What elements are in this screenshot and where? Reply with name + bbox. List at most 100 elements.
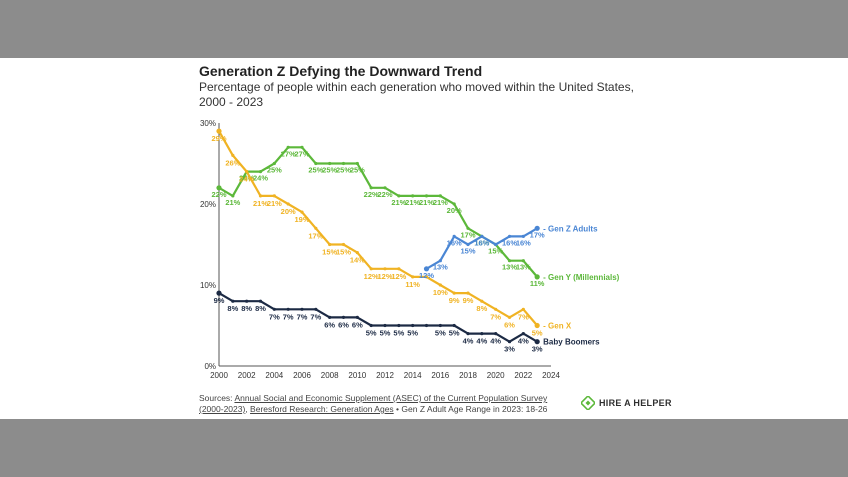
data-label-gen-z-adults: 16% — [447, 238, 462, 247]
data-point-gen-x — [424, 275, 429, 279]
y-tick-label: 20% — [200, 200, 216, 209]
data-point-gen-x — [245, 170, 249, 174]
x-tick-label: 2004 — [265, 371, 283, 380]
data-point-gen-x — [397, 267, 401, 271]
data-point-gen-z-adults — [452, 234, 456, 238]
data-label-baby-boomers: 9% — [214, 296, 225, 305]
data-point-baby-boomers — [521, 332, 525, 336]
data-label-gen-y-millennials: 25% — [322, 166, 337, 175]
data-point-baby-boomers — [494, 332, 498, 336]
series-line-baby-boomers — [217, 292, 539, 343]
data-point-gen-y-millennials — [452, 202, 456, 206]
data-label-gen-x: 21% — [253, 199, 268, 208]
data-point-gen-x — [272, 194, 276, 198]
data-point-gen-z-adults — [438, 259, 442, 263]
sources-separator: , — [245, 404, 251, 414]
data-label-baby-boomers: 6% — [352, 320, 363, 329]
chart-card — [0, 58, 848, 419]
data-point-gen-y-millennials — [424, 194, 429, 198]
data-point-gen-x — [258, 194, 263, 198]
data-label-baby-boomers: 5% — [407, 329, 418, 338]
data-label-gen-z-adults: 12% — [419, 271, 434, 280]
data-point-baby-boomers — [300, 307, 304, 311]
data-point-gen-y-millennials — [341, 161, 346, 166]
source-link-beresford[interactable]: Beresford Research: Generation Ages — [250, 404, 394, 414]
data-point-gen-x — [438, 283, 442, 287]
data-label-gen-x: 15% — [322, 248, 337, 257]
data-label-baby-boomers: 8% — [241, 304, 252, 313]
data-point-baby-boomers — [534, 339, 540, 345]
series-label-gen-y-millennials: - Gen Y (Millennials) — [543, 273, 620, 282]
data-label-gen-z-adults: 16% — [502, 238, 517, 247]
data-point-gen-y-millennials — [314, 161, 318, 166]
sources-age-note: • Gen Z Adult Age Range in 2023: 18-26 — [393, 404, 548, 414]
data-label-gen-x: 12% — [364, 272, 379, 281]
y-tick-label: 0% — [204, 362, 216, 371]
data-label-gen-x: 12% — [377, 272, 392, 281]
data-point-baby-boomers — [355, 315, 359, 319]
data-point-gen-z-adults — [534, 225, 540, 231]
data-point-baby-boomers — [231, 299, 235, 303]
data-point-gen-z-adults — [521, 234, 525, 238]
x-tick-label: 2008 — [321, 371, 339, 380]
data-point-gen-x — [286, 202, 290, 206]
data-label-baby-boomers: 7% — [283, 312, 294, 321]
series-label-gen-z-adults: - Gen Z Adults — [543, 224, 598, 233]
data-point-gen-y-millennials — [411, 194, 415, 198]
data-label-baby-boomers: 5% — [435, 329, 446, 338]
sources-prefix: Sources: — [199, 393, 235, 403]
x-tick-label: 2002 — [238, 371, 256, 380]
data-label-gen-x: 12% — [391, 272, 406, 281]
data-label-gen-y-millennials: 25% — [308, 166, 323, 175]
data-point-gen-y-millennials — [328, 161, 332, 166]
data-label-gen-y-millennials: 24% — [253, 174, 268, 183]
data-point-baby-boomers — [507, 340, 512, 344]
data-point-baby-boomers — [245, 299, 249, 303]
data-point-gen-y-millennials — [258, 170, 263, 174]
data-label-gen-z-adults: 17% — [530, 230, 545, 239]
data-label-gen-x: 26% — [225, 158, 240, 167]
data-label-baby-boomers: 6% — [324, 320, 335, 329]
data-point-baby-boomers — [438, 323, 442, 328]
data-label-baby-boomers: 3% — [532, 345, 543, 354]
series-label-baby-boomers: Baby Boomers — [543, 338, 600, 347]
x-tick-label: 2020 — [487, 371, 505, 380]
hire-a-helper-logo-icon — [581, 396, 595, 410]
data-label-gen-y-millennials: 21% — [391, 198, 406, 207]
data-label-baby-boomers: 6% — [338, 320, 349, 329]
x-tick-label: 2000 — [210, 371, 228, 380]
data-label-baby-boomers: 4% — [490, 337, 501, 346]
data-point-gen-x — [216, 128, 222, 134]
data-label-gen-y-millennials: 21% — [405, 198, 420, 207]
data-point-gen-x — [341, 242, 346, 247]
source-link-asec[interactable]: Annual Social and Economic Supplement (A… — [199, 393, 548, 414]
data-point-gen-z-adults — [480, 234, 484, 238]
brand-name: HIRE A HELPER — [599, 398, 672, 408]
series-line-gen-x — [217, 130, 539, 327]
data-label-gen-x: 9% — [449, 296, 460, 305]
data-label-gen-z-adults: 15% — [460, 247, 475, 256]
data-label-baby-boomers: 4% — [518, 337, 529, 346]
x-tick-label: 2012 — [376, 371, 394, 380]
data-point-gen-z-adults — [507, 234, 512, 238]
data-label-gen-x: 5% — [532, 329, 543, 338]
data-point-baby-boomers — [341, 315, 346, 319]
data-point-baby-boomers — [328, 315, 332, 319]
data-point-gen-z-adults — [423, 266, 430, 272]
data-point-baby-boomers — [369, 323, 373, 328]
data-label-baby-boomers: 5% — [393, 329, 404, 338]
data-point-gen-y-millennials — [272, 161, 276, 166]
data-label-baby-boomers: 8% — [255, 304, 266, 313]
data-label-gen-y-millennials: 17% — [460, 230, 475, 239]
data-point-gen-x — [534, 322, 540, 329]
data-label-baby-boomers: 7% — [297, 312, 308, 321]
x-tick-label: 2024 — [542, 371, 560, 380]
data-label-gen-y-millennials: 24% — [239, 174, 254, 183]
data-label-gen-x: 19% — [294, 215, 309, 224]
data-label-gen-y-millennials: 22% — [377, 190, 392, 199]
data-label-gen-y-millennials: 11% — [530, 279, 545, 288]
data-label-gen-y-millennials: 25% — [350, 166, 365, 175]
data-label-gen-x: 8% — [476, 304, 487, 313]
data-label-gen-x: 11% — [405, 280, 420, 289]
